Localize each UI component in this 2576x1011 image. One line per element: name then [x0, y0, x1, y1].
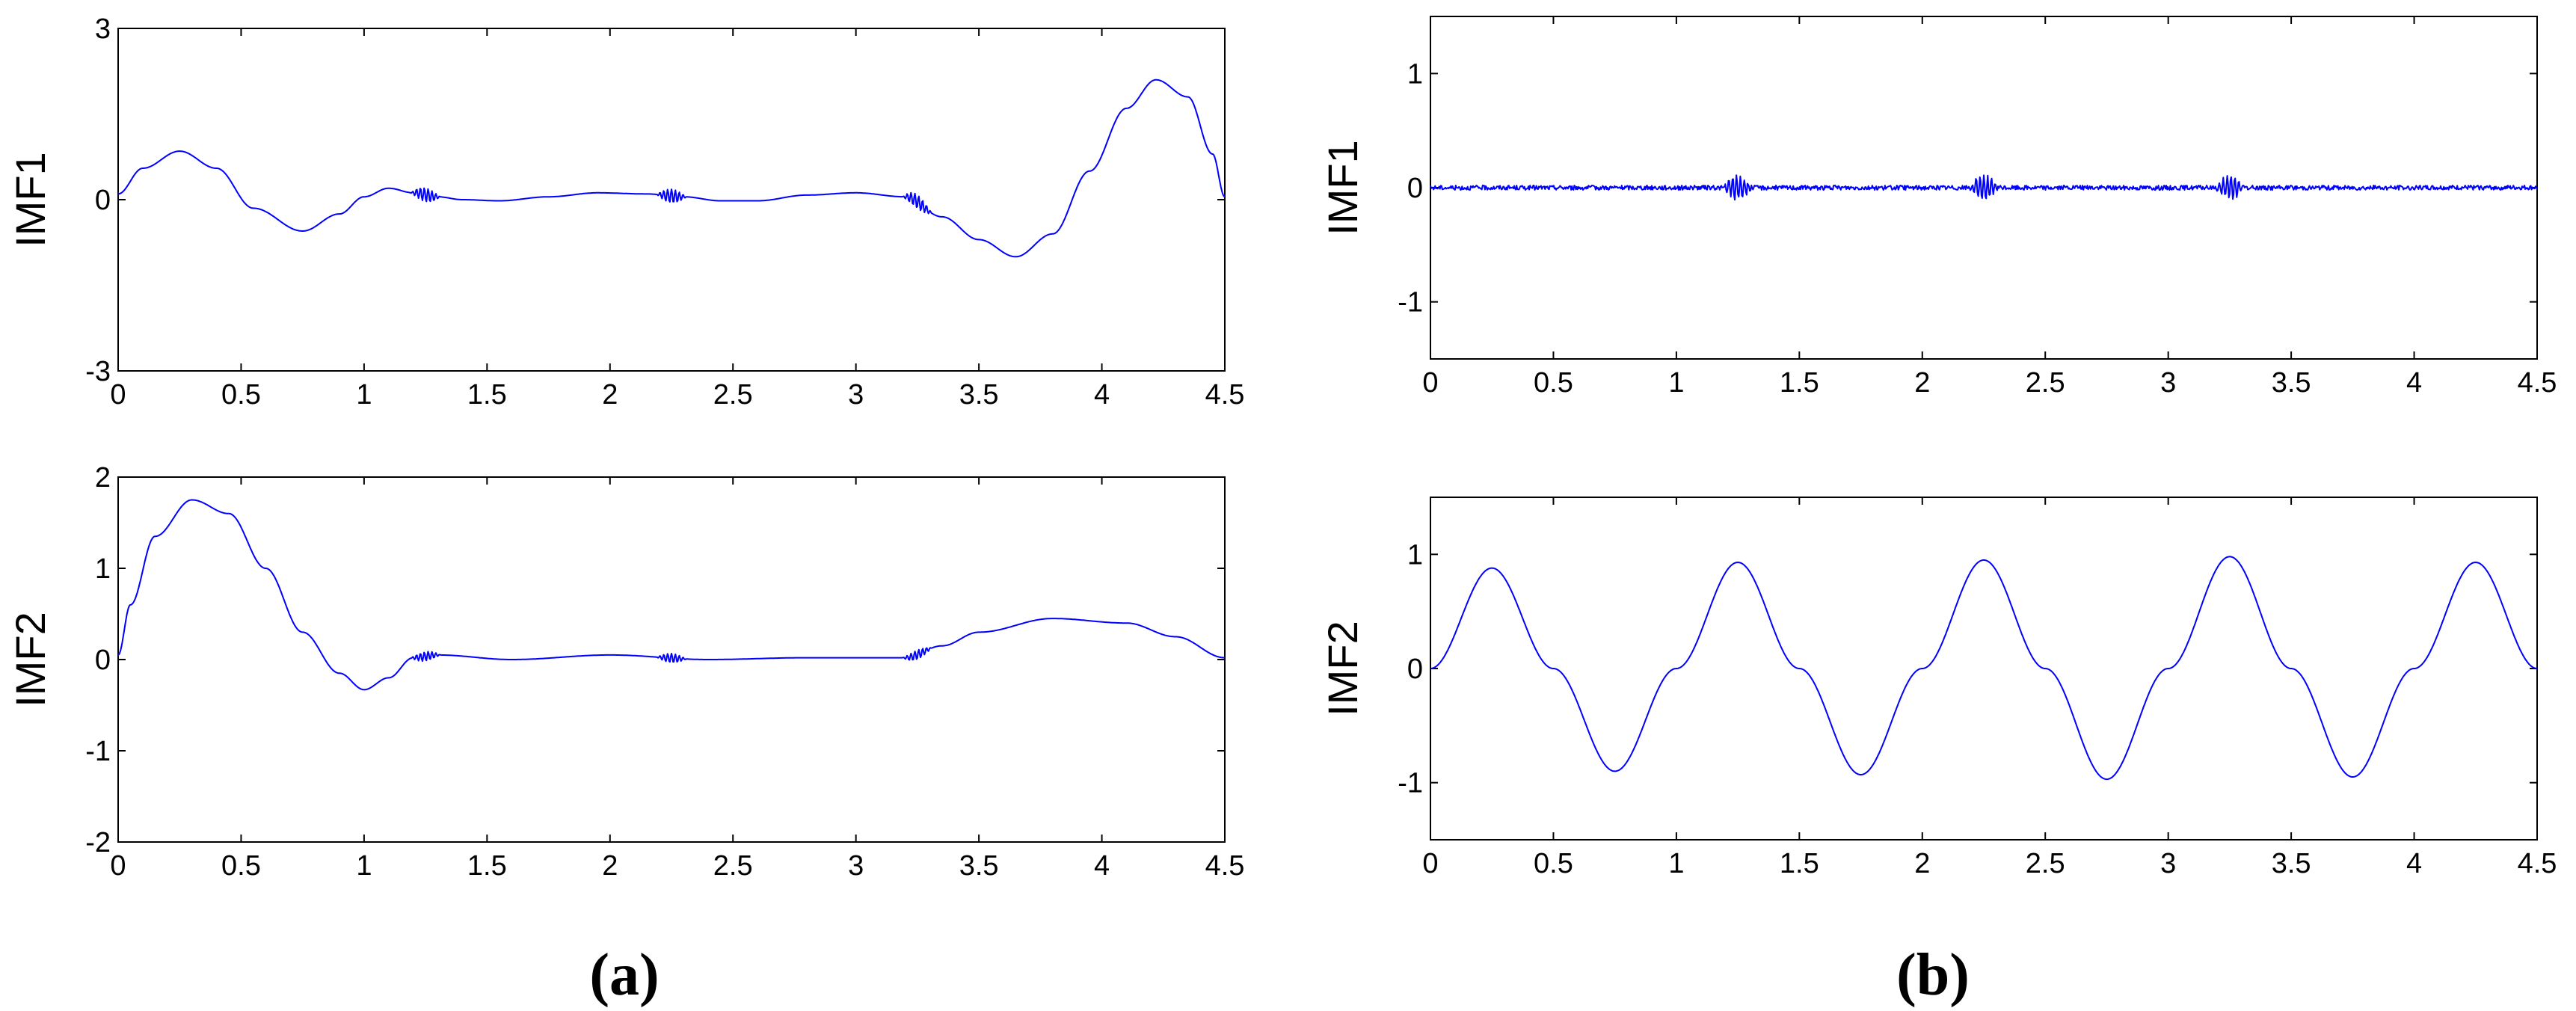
x-tick-label: 4.5 — [2518, 367, 2557, 399]
x-tick-label: 0 — [110, 850, 126, 882]
plot-frame — [117, 476, 1226, 843]
x-tick-label: 2.5 — [713, 379, 753, 411]
series-line — [117, 79, 1226, 258]
x-tick-label: 4 — [2406, 367, 2422, 399]
x-tick-label: 0.5 — [1534, 367, 1573, 399]
x-tick-label: 0.5 — [221, 379, 261, 411]
x-tick-label: 0 — [1422, 367, 1438, 399]
series-line — [1430, 556, 2538, 781]
y-tick-label: -1 — [85, 736, 111, 767]
y-tick-label: 0 — [1407, 654, 1423, 685]
y-axis-label: IMF1 — [7, 152, 54, 248]
x-tick-label: 3 — [848, 850, 864, 882]
y-tick-label: -1 — [1398, 287, 1423, 319]
x-tick-label: 3.5 — [959, 379, 999, 411]
x-tick-label: 4.5 — [2518, 848, 2557, 879]
x-tick-label: 4 — [1094, 850, 1110, 882]
x-tick-label: 0.5 — [221, 850, 261, 882]
x-tick-label: 1 — [356, 379, 372, 411]
x-tick-label: 4.5 — [1205, 850, 1245, 882]
plot-b-imf2: 0 0.5 1 1.5 2 2.5 3 3.5 4 4.5 -1 0 1 IMF2 — [1319, 497, 2557, 879]
y-tick-label: 0 — [1407, 173, 1423, 204]
x-tick-label: 1 — [1668, 367, 1684, 399]
y-tick-label: 3 — [95, 13, 111, 45]
x-tick-label: 1 — [1668, 848, 1684, 879]
y-tick-label: 1 — [95, 553, 111, 585]
plot-frame — [117, 28, 1226, 372]
y-axis-label: IMF1 — [1319, 140, 1366, 236]
x-tick-label: 3.5 — [959, 850, 999, 882]
x-tick-label: 3 — [2160, 367, 2176, 399]
y-tick-label: 1 — [1407, 58, 1423, 90]
x-tick-label: 2 — [602, 379, 618, 411]
panel-label-b: (b) — [1896, 942, 1970, 1008]
y-tick-label: 0 — [95, 645, 111, 676]
x-tick-label: 2 — [1914, 848, 1930, 879]
plot-b-imf1: 0 0.5 1 1.5 2 2.5 3 3.5 4 4.5 -1 0 1 IMF1 — [1319, 16, 2557, 399]
series-line — [117, 499, 1226, 691]
x-tick-label: 1.5 — [467, 379, 507, 411]
x-tick-label: 3.5 — [2272, 848, 2311, 879]
x-tick-label: 3 — [848, 379, 864, 411]
x-tick-label: 4 — [2406, 848, 2422, 879]
x-tick-label: 0 — [1422, 848, 1438, 879]
x-tick-label: 4 — [1094, 379, 1110, 411]
y-tick-label: -2 — [85, 827, 111, 858]
x-tick-label: 1.5 — [1780, 367, 1819, 399]
x-tick-label: 0 — [110, 379, 126, 411]
series-line — [1430, 174, 2538, 201]
x-tick-label: 1.5 — [1780, 848, 1819, 879]
y-tick-label: -3 — [85, 356, 111, 387]
x-tick-label: 1.5 — [467, 850, 507, 882]
y-tick-label: 0 — [95, 185, 111, 216]
plot-frame — [1430, 497, 2538, 841]
x-tick-label: 0.5 — [1534, 848, 1573, 879]
y-axis-label: IMF2 — [7, 612, 54, 707]
x-tick-label: 2 — [1914, 367, 1930, 399]
x-tick-label: 3.5 — [2272, 367, 2311, 399]
x-tick-label: 2.5 — [713, 850, 753, 882]
y-axis-label: IMF2 — [1319, 621, 1366, 716]
y-tick-label: 1 — [1407, 539, 1423, 571]
plot-a-imf2: 0 0.5 1 1.5 2 2.5 3 3.5 4 4.5 -2 -1 0 1 2 IMF2 — [7, 462, 1244, 882]
y-tick-label: -1 — [1398, 768, 1423, 799]
x-tick-label: 2 — [602, 850, 618, 882]
x-tick-label: 3 — [2160, 848, 2176, 879]
y-tick-label: 2 — [95, 462, 111, 494]
x-tick-label: 2.5 — [2026, 848, 2065, 879]
x-tick-label: 1 — [356, 850, 372, 882]
panel-label-a: (a) — [589, 942, 659, 1008]
x-tick-label: 4.5 — [1205, 379, 1245, 411]
x-tick-label: 2.5 — [2026, 367, 2065, 399]
